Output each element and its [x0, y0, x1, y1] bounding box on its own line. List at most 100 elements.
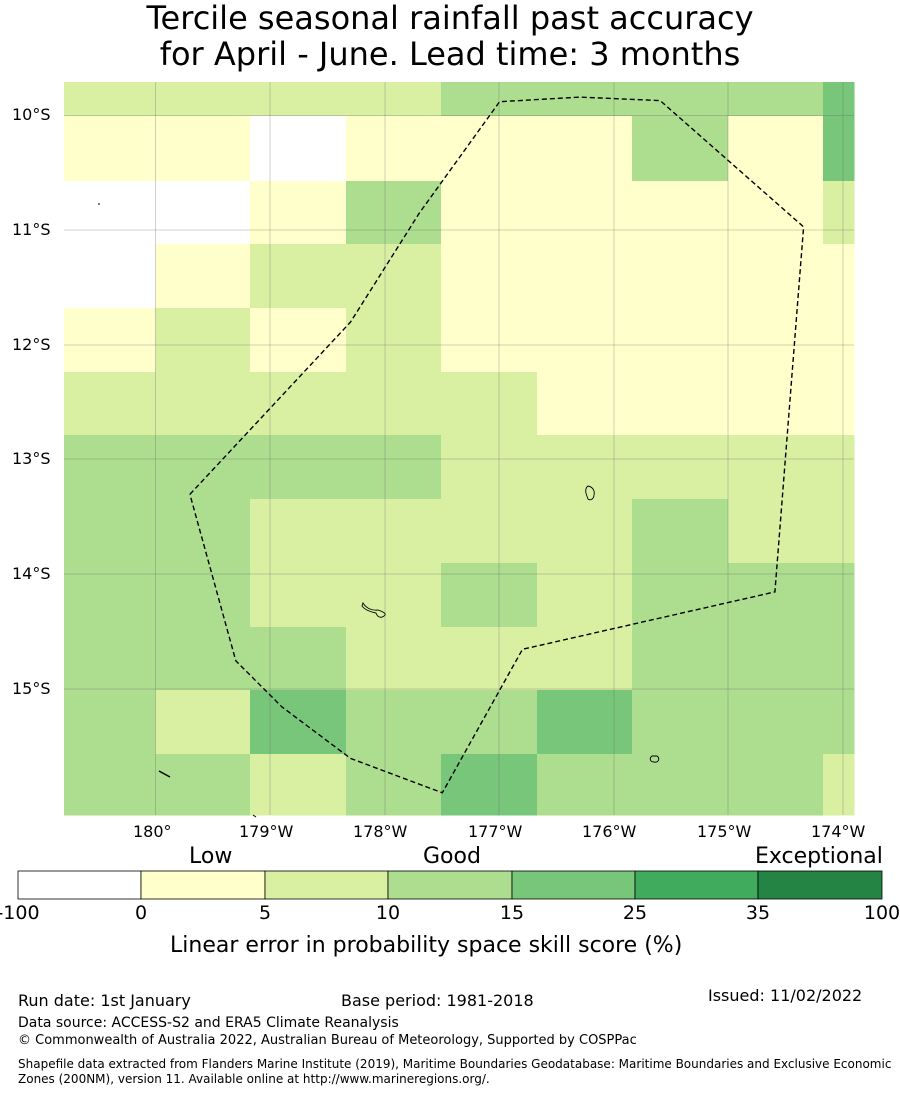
skill-cell: [823, 181, 855, 245]
skill-cell: [346, 563, 442, 628]
skill-cell: [823, 754, 855, 816]
run-date: Run date: 1st January: [18, 991, 191, 1010]
skill-cell: [728, 435, 824, 500]
skill-cell: [441, 563, 538, 628]
island-outline: [585, 485, 595, 501]
skill-cell: [64, 244, 156, 309]
skill-cell: [441, 308, 538, 373]
lon-label: 175°W: [697, 822, 752, 841]
skill-grid: [64, 82, 855, 816]
title-line-2: for April - June. Lead time: 3 months: [159, 35, 741, 73]
skill-cell: [64, 181, 156, 245]
island-outline: [361, 601, 386, 618]
skill-cell: [823, 499, 855, 564]
skill-cell: [155, 308, 251, 373]
lon-label: 177°W: [468, 822, 523, 841]
island-outline: [158, 770, 171, 778]
skill-cell: [346, 435, 442, 500]
skill-cell: [250, 372, 347, 436]
skill-cell: [250, 435, 347, 500]
skill-cell: [346, 499, 442, 564]
skill-cell: [441, 116, 538, 182]
skill-cell: [155, 82, 251, 117]
skill-cell: [346, 690, 442, 755]
colorbar-tick: 10: [375, 902, 401, 924]
skill-cell: [155, 181, 251, 245]
colorbar-segment: [387, 870, 513, 900]
skill-cell: [823, 372, 855, 436]
skill-cell: [64, 627, 156, 691]
data-source: Data source: ACCESS-S2 and ERA5 Climate …: [18, 1015, 399, 1031]
skill-cell: [155, 690, 251, 755]
skill-cell: [346, 116, 442, 182]
skill-cell: [728, 181, 824, 245]
skill-cell: [346, 308, 442, 373]
skill-cell: [823, 82, 855, 117]
skill-cell: [728, 308, 824, 373]
skill-cell: [537, 181, 633, 245]
lat-label: 13°S: [12, 449, 51, 468]
lon-label: 180°: [133, 822, 172, 841]
copyright: © Commonwealth of Australia 2022, Austra…: [18, 1033, 637, 1048]
skill-cell: [823, 435, 855, 500]
skill-cell: [155, 754, 251, 816]
colorbar-tick: 25: [622, 902, 648, 924]
skill-cell: [441, 435, 538, 500]
issued-date: Issued: 11/02/2022: [708, 986, 863, 1005]
skill-cell: [441, 499, 538, 564]
skill-cell: [823, 244, 855, 309]
skill-cell: [64, 308, 156, 373]
skill-cell: [728, 499, 824, 564]
skill-cell: [441, 372, 538, 436]
skill-cell: [823, 116, 855, 182]
colorbar-tick: 5: [258, 902, 272, 924]
skill-cell: [728, 244, 824, 309]
skill-cell: [250, 690, 347, 755]
skill-cell: [64, 499, 156, 564]
skill-cell: [537, 690, 633, 755]
island-outline: [252, 814, 257, 818]
skill-cell: [441, 244, 538, 309]
island-outlines: [98, 203, 660, 818]
skill-cell: [441, 82, 538, 117]
skill-cell: [346, 627, 442, 691]
skill-cell: [250, 82, 347, 117]
lat-label: 11°S: [12, 220, 51, 239]
skill-cell: [346, 754, 442, 816]
skill-cell: [632, 499, 729, 564]
skill-cell: [632, 181, 729, 245]
skill-cell: [537, 435, 633, 500]
skill-cell: [155, 563, 251, 628]
colorbar-segment: [264, 870, 389, 900]
skill-cell: [346, 181, 442, 245]
skill-cell: [823, 627, 855, 691]
skill-cell: [823, 690, 855, 755]
colorbar-category-exceptional: Exceptional: [755, 844, 883, 869]
skill-cell: [728, 690, 824, 755]
lat-label: 14°S: [12, 564, 51, 583]
map-gridlines: [64, 82, 854, 815]
skill-cell: [64, 690, 156, 755]
skill-cell: [250, 308, 347, 373]
lat-label: 10°S: [12, 105, 51, 124]
skill-cell: [441, 754, 538, 816]
skill-cell: [64, 372, 156, 436]
skill-cell: [537, 499, 633, 564]
lat-label: 12°S: [12, 335, 51, 354]
skill-cell: [728, 372, 824, 436]
lon-label: 176°W: [582, 822, 637, 841]
colorbar-segment: [140, 870, 266, 900]
skill-cell: [64, 754, 156, 816]
skill-cell: [250, 627, 347, 691]
skill-cell: [64, 82, 156, 117]
skill-cell: [728, 116, 824, 182]
skill-cell: [346, 82, 442, 117]
colorbar-category-good: Good: [423, 844, 481, 869]
skill-cell: [537, 627, 633, 691]
colorbar-label: Linear error in probability space skill …: [170, 933, 683, 958]
colorbar-category-low: Low: [189, 844, 233, 869]
skill-cell: [250, 754, 347, 816]
colorbar-tick: 15: [499, 902, 525, 924]
skill-cell: [155, 116, 251, 182]
